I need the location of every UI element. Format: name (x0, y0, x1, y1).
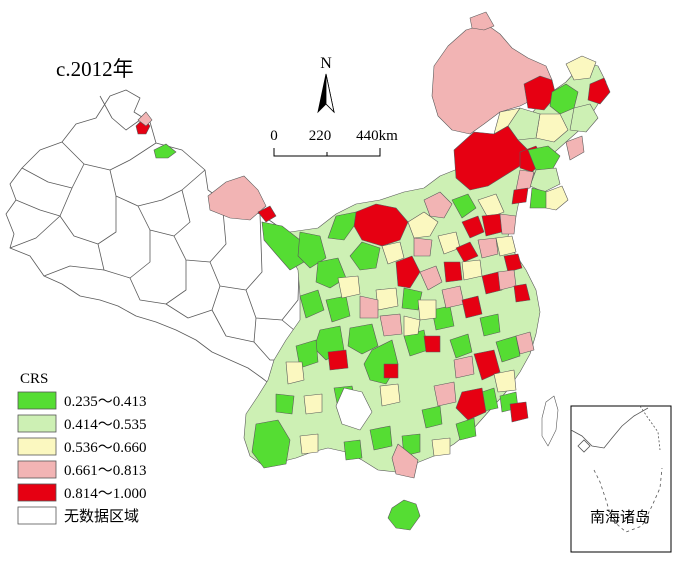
region-green (153, 143, 177, 159)
legend-swatch (17, 483, 57, 502)
west-spots (135, 111, 277, 223)
legend-label: 0.661～0.813 (64, 463, 147, 479)
region-red (257, 205, 277, 223)
legend-label: 无数据区域 (64, 508, 139, 525)
scale-bar: 0 220 440km (270, 128, 398, 157)
legend-label: 0.536～0.660 (64, 440, 147, 456)
legend-title: CRS (20, 371, 48, 387)
legend-item: 0.414～0.535 (17, 414, 147, 433)
legend-item: 0.814～1.000 (17, 483, 147, 502)
north-label: N (320, 55, 332, 72)
legend-label: 0.414～0.535 (64, 417, 147, 433)
legend-swatch (17, 506, 57, 525)
south-china-sea-inset: 南海诸岛 (570, 405, 672, 553)
inset-label: 南海诸岛 (590, 508, 650, 526)
north-arrow: N (317, 55, 335, 114)
legend-swatch (17, 460, 57, 479)
legend-items: 0.235～0.413 0.414～0.535 0.536～0.660 0.661～0… (17, 391, 147, 525)
region-pink (137, 111, 153, 127)
legend-label: 0.235～0.413 (64, 394, 147, 410)
legend-swatch (17, 414, 57, 433)
east-mosaic (243, 11, 611, 531)
legend-label: 0.814～1.000 (64, 486, 147, 502)
legend-item: 0.661～0.813 (17, 460, 147, 479)
scale-tick-0: 0 (270, 128, 278, 144)
legend-item: 0.235～0.413 (17, 391, 147, 410)
region-pink (207, 175, 267, 221)
legend-item: 0.536～0.660 (17, 437, 147, 456)
legend-item: 无数据区域 (17, 506, 139, 525)
panel-label: c.2012年 (56, 57, 134, 81)
scale-tick-440: 440km (356, 128, 398, 144)
legend: CRS 0.235～0.413 0.414～0.535 0.536～0.660 0.6… (17, 371, 147, 525)
legend-swatch (17, 437, 57, 456)
scale-tick-220: 220 (309, 128, 332, 144)
legend-swatch (17, 391, 57, 410)
